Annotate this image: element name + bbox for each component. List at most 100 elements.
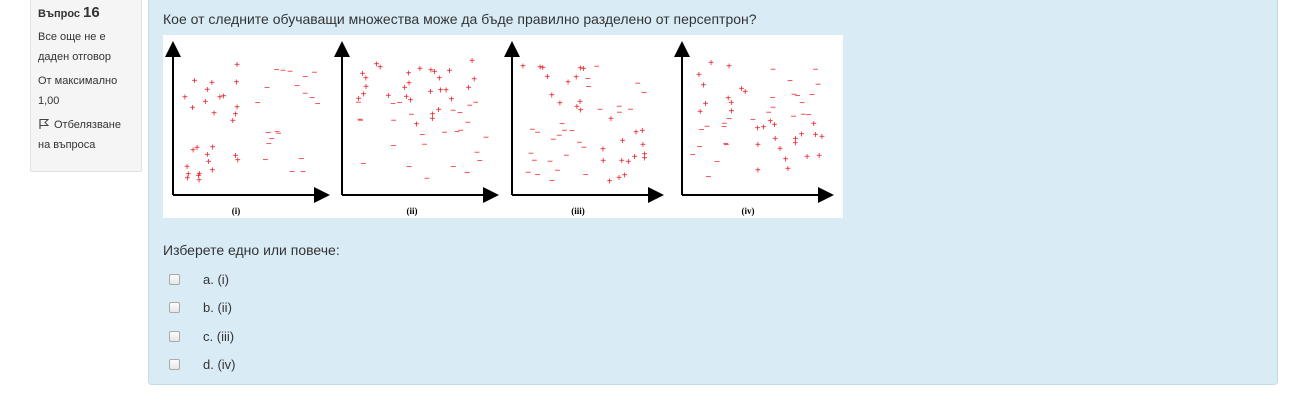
minus-marker: −	[315, 99, 321, 110]
answer-option-b[interactable]: b. (ii)	[169, 294, 236, 323]
plus-marker: +	[573, 73, 579, 84]
plus-marker: +	[436, 74, 442, 85]
minus-marker: −	[391, 116, 397, 127]
plus-marker: +	[813, 130, 819, 141]
minus-marker: −	[360, 159, 366, 170]
minus-marker: −	[576, 137, 582, 148]
minus-marker: −	[581, 143, 587, 154]
minus-marker: −	[547, 157, 553, 168]
plus-marker: +	[363, 82, 369, 93]
plus-marker: +	[363, 73, 369, 84]
minus-marker: −	[815, 80, 821, 91]
minus-marker: −	[397, 98, 403, 109]
plus-marker: +	[755, 124, 761, 135]
minus-marker: −	[312, 68, 318, 79]
answer-label-b: b. (ii)	[203, 300, 232, 316]
question-number-label: Въпрос 16	[38, 4, 134, 21]
training-sets-plots: −+−+−+++++ +−−++−−−++++−+−−−++−+−+++−−−−+…	[165, 41, 834, 216]
answer-option-c[interactable]: c. (iii)	[169, 322, 236, 351]
minus-marker: −	[791, 111, 797, 122]
plus-marker: +	[785, 164, 791, 175]
plus-marker: +	[428, 65, 434, 76]
minus-marker: −	[726, 114, 732, 125]
plus-marker: +	[600, 144, 606, 155]
plus-marker: +	[209, 78, 215, 89]
minus-marker: −	[770, 65, 776, 76]
answer-option-a[interactable]: a. (i)	[169, 265, 236, 294]
plus-marker: +	[520, 62, 526, 73]
minus-marker: −	[274, 127, 280, 138]
answer-checkbox-a[interactable]	[169, 273, 180, 285]
answer-checkbox-d[interactable]	[169, 359, 180, 371]
plus-marker: +	[377, 63, 383, 74]
answer-checkbox-b[interactable]	[169, 302, 180, 314]
answer-option-d[interactable]: d. (iv)	[169, 351, 236, 380]
minus-marker: −	[454, 127, 460, 138]
minus-marker: −	[795, 91, 801, 102]
minus-marker: −	[562, 126, 568, 137]
minus-marker: −	[559, 119, 565, 130]
plus-marker: +	[742, 87, 748, 98]
minus-marker: −	[809, 90, 815, 101]
plus-marker: +	[755, 140, 761, 151]
minus-marker: −	[586, 82, 592, 93]
plot-label-iii: (iii)	[571, 206, 585, 216]
minus-marker: −	[269, 134, 275, 145]
plus-marker: +	[190, 103, 196, 114]
minus-marker: −	[457, 108, 463, 119]
plus-marker: +	[469, 56, 475, 67]
answer-label-a: a. (i)	[203, 271, 230, 287]
plus-marker: +	[443, 86, 449, 97]
plus-marker: +	[696, 70, 702, 81]
minus-marker: −	[550, 135, 556, 146]
minus-marker: −	[705, 172, 711, 183]
minus-marker: −	[697, 142, 703, 153]
minus-marker: −	[556, 130, 562, 141]
minus-marker: −	[266, 139, 272, 150]
flag-question-label: Отбелязване на въпроса	[38, 119, 121, 151]
plus-marker: +	[221, 92, 227, 103]
minus-marker: −	[597, 105, 603, 116]
plus-marker: +	[466, 83, 472, 94]
plus-marker: +	[642, 149, 648, 160]
minus-marker: −	[465, 118, 471, 129]
plus-marker: +	[639, 126, 645, 137]
minus-marker: −	[721, 119, 727, 130]
plus-marker: +	[697, 107, 703, 118]
minus-marker: −	[699, 125, 705, 136]
plus-marker: +	[447, 66, 453, 77]
minus-marker: −	[531, 155, 537, 166]
plus-marker: +	[204, 150, 210, 161]
plus-marker: +	[793, 134, 799, 145]
plus-marker: +	[232, 109, 238, 120]
minus-marker: −	[813, 65, 819, 76]
minus-marker: −	[635, 79, 641, 90]
plus-marker: +	[471, 75, 477, 86]
flag-question-link[interactable]: Отбелязване на въпроса	[38, 115, 134, 155]
minus-marker: −	[406, 162, 412, 173]
plus-marker: +	[182, 92, 188, 103]
plus-marker: +	[767, 117, 773, 128]
plus-marker: +	[701, 81, 707, 92]
answer-label-d: d. (iv)	[203, 357, 236, 373]
plus-marker: +	[772, 134, 778, 145]
answer-checkbox-c[interactable]	[169, 330, 180, 342]
minus-marker: −	[535, 170, 541, 181]
plus-marker: +	[622, 171, 628, 182]
minus-marker: −	[723, 139, 729, 150]
plus-marker: +	[703, 99, 709, 110]
minus-marker: −	[422, 139, 428, 150]
plus-marker: +	[777, 144, 783, 155]
plus-marker: +	[430, 109, 436, 120]
minus-marker: −	[450, 105, 456, 116]
plus-marker: +	[783, 154, 789, 165]
plus-marker: +	[204, 85, 210, 96]
minus-marker: −	[616, 107, 622, 118]
plus-marker: +	[577, 97, 583, 108]
minus-marker: −	[442, 128, 448, 139]
minus-marker: −	[264, 83, 270, 94]
plus-marker: +	[549, 91, 555, 102]
flag-icon	[39, 119, 50, 129]
minus-marker: −	[583, 170, 589, 181]
minus-marker: −	[280, 66, 286, 77]
